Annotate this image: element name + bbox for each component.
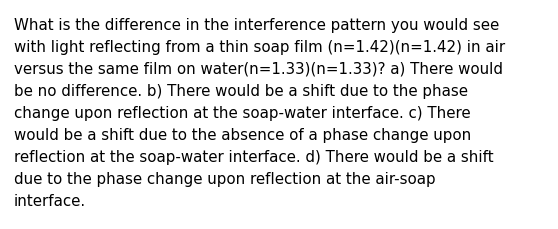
Text: be no difference. b) There would be a shift due to the phase: be no difference. b) There would be a sh…: [14, 84, 468, 98]
Text: versus the same film on water(n=1.33)(n=1.33)? a) There would: versus the same film on water(n=1.33)(n=…: [14, 62, 503, 77]
Text: change upon reflection at the soap-water interface. c) There: change upon reflection at the soap-water…: [14, 106, 470, 120]
Text: interface.: interface.: [14, 193, 86, 208]
Text: What is the difference in the interference pattern you would see: What is the difference in the interferen…: [14, 18, 499, 33]
Text: would be a shift due to the absence of a phase change upon: would be a shift due to the absence of a…: [14, 128, 472, 142]
Text: with light reflecting from a thin soap film (n=1.42)(n=1.42) in air: with light reflecting from a thin soap f…: [14, 40, 505, 55]
Text: reflection at the soap-water interface. d) There would be a shift: reflection at the soap-water interface. …: [14, 149, 494, 164]
Text: due to the phase change upon reflection at the air-soap: due to the phase change upon reflection …: [14, 171, 436, 186]
